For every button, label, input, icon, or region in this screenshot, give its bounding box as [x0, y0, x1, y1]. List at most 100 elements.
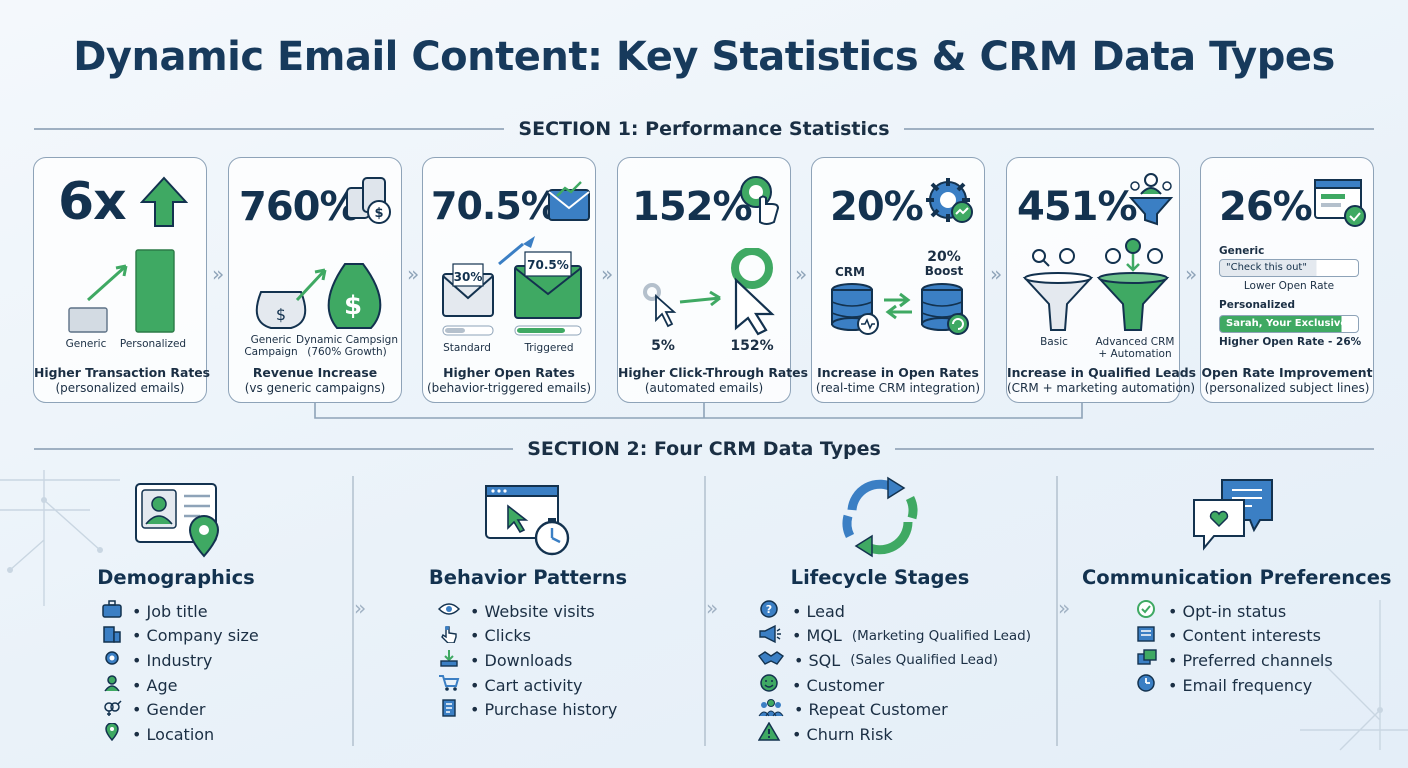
chat-icon [1136, 648, 1158, 672]
svg-text:70.5%: 70.5% [527, 258, 569, 272]
stat-subcaption: (personalized emails) [55, 381, 185, 395]
bar-label-before: 5% [651, 338, 675, 354]
list-item: • Purchase history [438, 697, 617, 722]
gear-icon [102, 649, 122, 671]
column-title-behavior: Behavior Patterns [428, 566, 628, 589]
list-item: • Email frequency [1136, 673, 1333, 698]
svg-text:?: ? [766, 603, 772, 616]
section-2-title: SECTION 2: Four CRM Data Types [527, 438, 881, 460]
id-card-location-icon [135, 483, 220, 558]
stat-card-crm-integration: 20% CRM 20% Boost Increase in Open Rates … [811, 157, 985, 403]
cart-icon [438, 674, 460, 696]
stat-caption: Higher Open Rates [443, 365, 575, 380]
svg-text:$: $ [374, 206, 383, 221]
svg-text:$: $ [276, 305, 286, 324]
stat-subcaption: (personalized subject lines) [1204, 381, 1370, 395]
section-2-header: SECTION 2: Four CRM Data Types [34, 437, 1375, 461]
person-icon [102, 674, 122, 696]
column-divider [704, 476, 706, 746]
generic-label: Generic [1219, 245, 1265, 257]
stat-caption: Open Rate Improvement [1201, 365, 1373, 380]
warning-icon [757, 721, 782, 746]
stat-subcaption: (vs generic campaigns) [244, 381, 386, 395]
document-icon [1136, 624, 1158, 648]
boost-label: 20% Boost [924, 249, 964, 278]
svg-text:30%: 30% [454, 270, 483, 284]
connector-lines [314, 402, 1083, 419]
list-item: • Content interests [1136, 624, 1333, 649]
stat-subcaption: (CRM + marketing automation) [1007, 381, 1196, 395]
money-bag-icon: $ $ [255, 263, 382, 329]
bar-label-triggered: Triggered [524, 342, 574, 354]
stat-caption: Increase in Qualified Leads [1007, 365, 1197, 380]
stat-card-open-rates: 70.5% 30% 70.5% Standard Triggered Highe… [422, 157, 596, 403]
cursor-arrow-icon [643, 248, 775, 336]
bar-label-personalized: Personalized [119, 338, 187, 350]
stat-caption: Higher Transaction Rates [34, 365, 211, 380]
megaphone-icon [758, 624, 782, 648]
stat-value: 152% [632, 184, 753, 230]
stat-value: 6x [58, 172, 127, 232]
crm-label: CRM [835, 265, 865, 279]
chevron-right-icon: » [601, 262, 614, 286]
svg-text:$: $ [344, 291, 362, 321]
stat-card-transaction-rates: 6x Generic Personalized Higher Transacti… [33, 157, 211, 403]
building-icon [102, 625, 122, 647]
stat-caption: Higher Click-Through Rates [618, 365, 808, 380]
list-item: • Company size [102, 624, 259, 649]
list-item: • Downloads [438, 648, 617, 673]
up-arrow-icon [140, 176, 188, 227]
chevron-right-icon: » [354, 596, 367, 620]
stat-value: 760% [239, 184, 360, 230]
funnel-label-basic: Basic [1040, 336, 1068, 348]
gender-icon [102, 699, 122, 721]
stat-card-revenue: 760% $ $ $ Generic Campaign Dynamic Camps… [228, 157, 402, 403]
personalized-result: Higher Open Rate - 26% [1219, 336, 1362, 348]
envelopes-icon: 30% 70.5% [442, 236, 582, 336]
clock-icon [1136, 673, 1158, 697]
page-title: Dynamic Email Content: Key Statistics & … [73, 34, 1335, 80]
bar-label-dynamic: Dynamic Campsign (760% Growth) [295, 334, 398, 358]
pointer-hand-icon [438, 625, 460, 647]
email-trend-icon [548, 181, 590, 221]
stat-caption: Revenue Increase [252, 365, 378, 380]
handshake-icon [757, 648, 785, 672]
chevron-right-icon: » [706, 596, 719, 620]
chevron-right-icon: » [407, 262, 420, 286]
personalized-subject-line: Sarah, Your Exclusive Offer!" [1219, 315, 1359, 333]
stat-card-qualified-leads: 451% Basic Advanced CRM + Automation Incr… [1006, 157, 1197, 403]
group-icon [758, 698, 784, 722]
column-title-demographics: Demographics [97, 566, 255, 589]
list-item: ? • Lead [758, 599, 1031, 624]
bar-label-generic: Generic [65, 338, 107, 350]
lead-funnel-icon [1128, 173, 1174, 226]
list-item: • Opt-in status [1136, 599, 1333, 624]
smiley-icon [758, 673, 782, 697]
chat-bubbles-icon [1193, 479, 1273, 551]
generic-subject-line: "Check this out" [1219, 259, 1359, 277]
funnel-label-advanced: Advanced CRM + Automation [1095, 336, 1175, 360]
lifecycle-list: ? • Lead • MQL (Marketing Qualified Lead) … [757, 599, 1031, 747]
generic-result: Lower Open Rate [1243, 280, 1335, 292]
stat-value: 70.5% [431, 184, 559, 228]
column-title-lifecycle: Lifecycle Stages [790, 566, 970, 589]
list-item: • MQL (Marketing Qualified Lead) [758, 624, 1031, 649]
bar-label-after: 152% [730, 338, 774, 354]
database-sync-icon [831, 283, 969, 335]
eye-icon [437, 600, 461, 622]
demographics-list: • Job title • Company size • Industry • … [102, 599, 259, 747]
stat-value: 451% [1017, 184, 1138, 230]
chevron-right-icon: » [1185, 262, 1198, 286]
stat-subcaption: (behavior-triggered emails) [426, 381, 591, 395]
list-item: • Churn Risk [757, 721, 1031, 747]
stat-value: 26% [1219, 184, 1313, 230]
coins-icon: $ [346, 177, 391, 224]
download-icon [438, 649, 460, 671]
behavior-list: • Website visits • Clicks • Downloads • … [437, 599, 617, 722]
list-item: • Customer [758, 673, 1031, 698]
list-item: • Job title [102, 599, 259, 624]
network-decoration [0, 470, 120, 606]
communication-list: • Opt-in status • Content interests • Pr… [1136, 599, 1333, 697]
list-item: • Cart activity [438, 673, 617, 698]
section-1-header: SECTION 1: Performance Statistics [34, 117, 1374, 141]
